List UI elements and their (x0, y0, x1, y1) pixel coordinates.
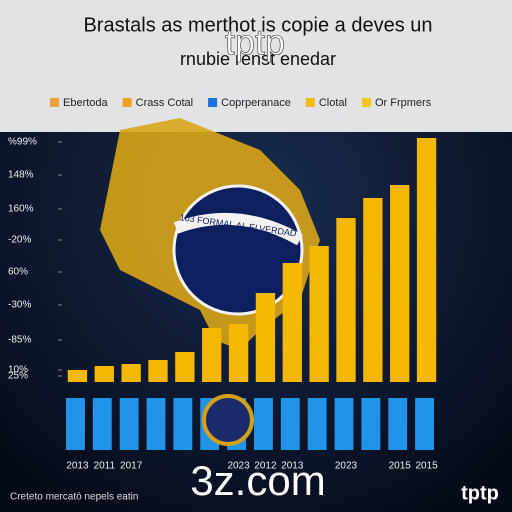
y-tick-label: 160% (8, 204, 34, 215)
legend-label: Coprperanace (221, 97, 291, 109)
x-tick-label: 2023 (335, 461, 358, 472)
blue-panel-bar (361, 398, 381, 450)
x-tick-label: 2013 (66, 461, 89, 472)
x-tick-label: 2015 (389, 461, 412, 472)
chart-subtitle: rnubie renst enedar (180, 49, 336, 69)
y-tick-label: 148% (8, 170, 34, 181)
blue-panel-bar (173, 398, 193, 450)
y-tick-label: %99% (8, 137, 37, 148)
y-tick-label: -85% (8, 335, 31, 346)
x-tick-label: 2011 (94, 461, 116, 472)
y-tick-label: 25% (8, 371, 28, 382)
legend-swatch (50, 98, 59, 107)
legend-label: Clotal (319, 97, 347, 109)
blue-panel-bar (280, 398, 300, 450)
legend-swatch (208, 98, 218, 107)
blue-panel-bar (66, 398, 85, 450)
bar (228, 324, 249, 382)
bar (255, 293, 276, 382)
bar (121, 364, 141, 382)
x-tick-label: 2015 (415, 461, 438, 472)
bar (336, 218, 356, 382)
y-tick-label: -20% (8, 235, 31, 246)
brand: tptp (461, 482, 499, 504)
legend-swatch (305, 98, 315, 107)
x-tick-label: 2012 (254, 461, 277, 472)
legend-swatch (361, 98, 371, 107)
bar (202, 328, 222, 382)
coin-emblem (202, 394, 254, 446)
header-panel (0, 0, 512, 132)
bar (148, 360, 168, 382)
blue-panel-bar (92, 398, 112, 450)
legend-label: Ebertoda (63, 97, 109, 109)
legend-label: Or Frpmers (375, 97, 432, 109)
y-tick-label: 10% (8, 365, 28, 376)
x-tick-label: 2023 (227, 461, 250, 472)
bar (94, 366, 114, 382)
blue-panel-bar (307, 398, 327, 450)
x-tick-label: 2013 (281, 461, 304, 472)
chart-title: Brastals as merthot is copie a deves un (83, 14, 432, 36)
y-tick-label: 60% (8, 267, 28, 278)
bar (309, 246, 329, 382)
bar (416, 138, 437, 382)
bar (175, 352, 195, 382)
legend-swatch (122, 98, 132, 107)
legend-label: Crass Cotal (136, 97, 193, 109)
blue-panel-bar (388, 398, 408, 450)
bar (67, 370, 88, 382)
site-watermark: 3z.com (190, 457, 325, 504)
bar (390, 185, 410, 382)
blue-panel-bar (146, 398, 166, 450)
emblem-band (173, 212, 303, 246)
bar (282, 263, 302, 382)
blue-panel-bar (119, 398, 139, 450)
x-tick-label: 2017 (120, 461, 143, 472)
bar (363, 198, 383, 382)
blue-panel-bar (415, 398, 434, 450)
blue-panel-bar (334, 398, 354, 450)
blue-panel-bar (254, 398, 273, 450)
y-tick-label: -30% (8, 300, 31, 311)
watermark: tptp (225, 22, 285, 63)
footer: Creteto mercató nepels eatin (10, 492, 138, 503)
